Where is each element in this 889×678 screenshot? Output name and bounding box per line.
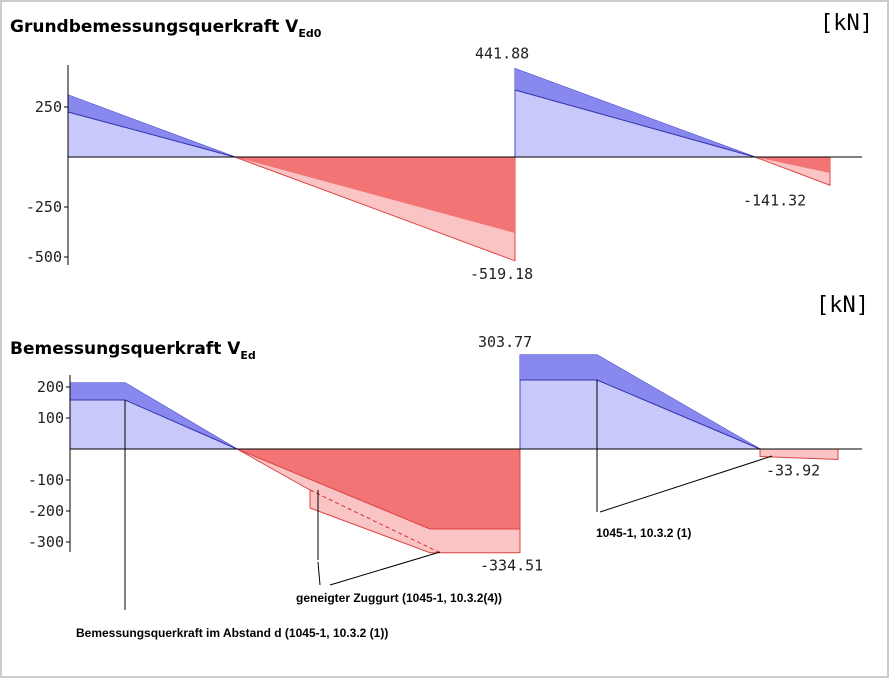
peak-label: -519.18 [470, 265, 533, 283]
y-tick-label: -500 [26, 248, 62, 266]
y-tick-label: 250 [35, 98, 62, 116]
peak-label: -33.92 [766, 462, 820, 480]
peak-label: -141.32 [743, 191, 806, 209]
peak-label: 441.88 [475, 45, 529, 63]
unit-label: [kN] [816, 293, 869, 318]
title-subscript: Ed0 [298, 27, 321, 40]
shear-area [235, 157, 515, 233]
y-tick-label: -300 [28, 533, 64, 551]
shear-area [520, 354, 760, 449]
y-tick-label: -200 [28, 502, 64, 520]
peak-label: -334.51 [480, 557, 543, 575]
y-tick-label: -100 [28, 471, 64, 489]
y-tick-label: 200 [37, 378, 64, 396]
panel-title: Grundbemessungsquerkraft VEd0 [10, 17, 322, 40]
shear-area [70, 382, 237, 449]
annotation: 1045-1, 10.3.2 (1) [596, 526, 691, 540]
shear-area [515, 68, 755, 157]
y-tick-label: 100 [37, 409, 64, 427]
panel-title: Bemessungsquerkraft VEd [10, 339, 256, 362]
peak-label: 303.77 [478, 333, 532, 351]
dashed-line [309, 489, 441, 554]
shear-line [514, 89, 756, 158]
y-tick-label: -250 [26, 198, 62, 216]
annotation: Bemessungsquerkraft im Abstand d (1045-1… [76, 626, 388, 640]
leader-line [599, 455, 773, 513]
annotation: geneigter Zuggurt (1045-1, 10.3.2(4)) [296, 591, 502, 605]
title-text: Grundbemessungsquerkraft V [10, 17, 299, 37]
title-text: Bemessungsquerkraft V [10, 339, 241, 359]
unit-label: [kN] [820, 11, 873, 36]
shear-area [68, 95, 235, 157]
leader-line [329, 551, 441, 586]
shear-line [67, 111, 236, 158]
shear-area [755, 157, 830, 173]
title-subscript: Ed [240, 349, 255, 362]
leader-line [317, 561, 321, 586]
